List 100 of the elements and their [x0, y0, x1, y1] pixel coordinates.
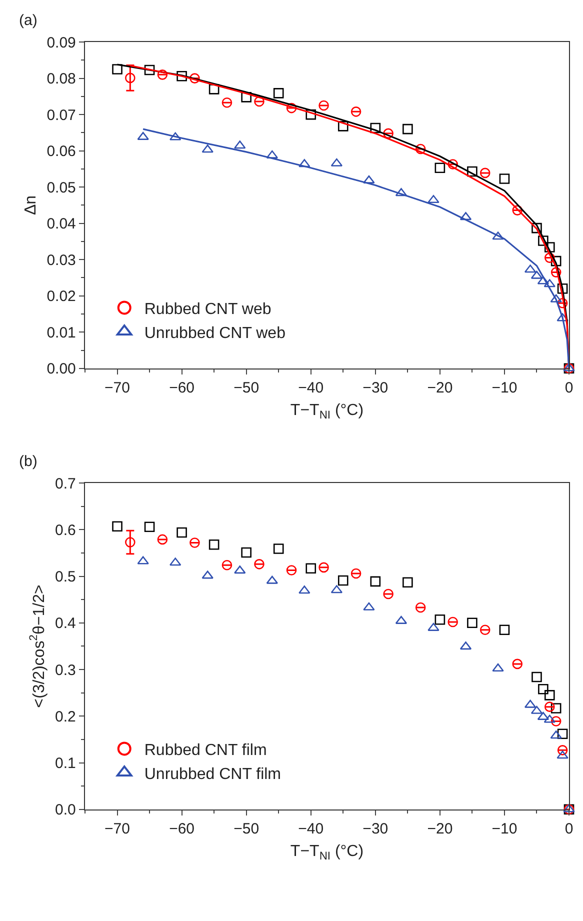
point: [350, 568, 362, 579]
point: [363, 602, 375, 610]
point: [492, 663, 504, 672]
x-tick-label: −50: [234, 379, 260, 396]
point: [544, 702, 555, 712]
y-tick-label: 0.01: [46, 324, 76, 342]
x-tick-label: −20: [427, 379, 453, 396]
point: [112, 64, 122, 74]
point: [383, 128, 394, 139]
x-tick-label: −30: [362, 820, 388, 838]
y-tick-label: 0.06: [46, 143, 76, 160]
point: [370, 122, 381, 134]
y-tick-label: 0.03: [46, 252, 76, 269]
point: [318, 562, 329, 573]
point: [480, 168, 490, 178]
point: [241, 547, 252, 558]
point: [550, 730, 562, 739]
x-tick-label: 0: [564, 379, 574, 396]
point: [241, 92, 252, 102]
point: [556, 313, 568, 322]
point: [208, 84, 220, 94]
point: [190, 73, 200, 84]
y-tick-label: 0.07: [46, 106, 76, 124]
y-tick-label: 0.2: [55, 708, 76, 726]
point: [480, 624, 490, 636]
point: [512, 205, 523, 216]
point: [298, 159, 310, 168]
x-tick-label: 0: [564, 820, 574, 838]
point: [402, 577, 413, 588]
point: [557, 298, 568, 308]
point: [428, 622, 440, 631]
point: [306, 563, 316, 574]
x-tick-label: −30: [362, 379, 388, 396]
point: [544, 714, 556, 723]
point: [544, 690, 555, 700]
point: [170, 132, 182, 140]
legend-label: Rubbed CNT film: [144, 742, 267, 759]
point: [234, 566, 246, 574]
point: [350, 106, 362, 117]
point: [512, 658, 523, 670]
point: [550, 267, 562, 278]
point: [306, 109, 316, 120]
point: [415, 602, 426, 613]
point: [492, 232, 504, 240]
text: (b): [19, 453, 38, 470]
point: [556, 750, 568, 759]
y-tick-label: 0.00: [46, 360, 76, 378]
point: [557, 745, 568, 756]
point: [157, 70, 168, 80]
point: [557, 728, 568, 740]
point: [222, 97, 232, 108]
point: [338, 575, 348, 586]
x-axis-title: T−T$_{NI}$ (°C): [290, 843, 364, 863]
point: [563, 804, 575, 812]
y-axis-title: Δn: [22, 195, 40, 216]
point: [434, 162, 446, 174]
point: [298, 586, 310, 594]
point: [428, 194, 440, 204]
x-tick-label: −20: [427, 820, 453, 838]
point: [544, 242, 555, 252]
point: [538, 236, 548, 246]
point: [544, 279, 556, 288]
y-tick-label: 0.4: [55, 615, 76, 632]
x-tick-label: −60: [169, 379, 195, 396]
y-tick-label: 0.7: [55, 475, 76, 492]
point: [499, 624, 510, 636]
point: [125, 537, 136, 548]
x-tick-label: −60: [169, 820, 195, 838]
point: [467, 166, 478, 177]
point: [563, 363, 575, 372]
x-tick-label: −10: [492, 820, 518, 838]
point: [202, 144, 214, 153]
point: [125, 72, 136, 84]
point: [318, 100, 329, 111]
point: [286, 565, 297, 576]
point: [550, 703, 562, 714]
point: [499, 174, 510, 184]
y-tick-label: 0.3: [55, 662, 76, 679]
point: [254, 96, 264, 107]
point: [363, 175, 375, 184]
x-tick-label: −70: [104, 379, 130, 396]
point: [202, 570, 214, 579]
point: [415, 144, 426, 154]
point: [176, 527, 187, 538]
point: [338, 121, 348, 132]
point: [550, 294, 562, 302]
point: [222, 560, 232, 570]
point: [137, 132, 149, 140]
x-tick-label: −10: [492, 379, 518, 396]
point: [266, 576, 278, 584]
point: [157, 534, 168, 545]
y-tick-label: 0.05: [46, 179, 76, 196]
point: [467, 618, 478, 628]
point: [254, 559, 264, 570]
point: [112, 521, 122, 532]
y-tick-label: 0.0: [55, 802, 76, 819]
legend-label: Rubbed CNT web: [144, 300, 272, 318]
x-tick-label: −50: [234, 820, 260, 838]
y-tick-label: 0.5: [55, 568, 76, 586]
point: [208, 539, 220, 550]
